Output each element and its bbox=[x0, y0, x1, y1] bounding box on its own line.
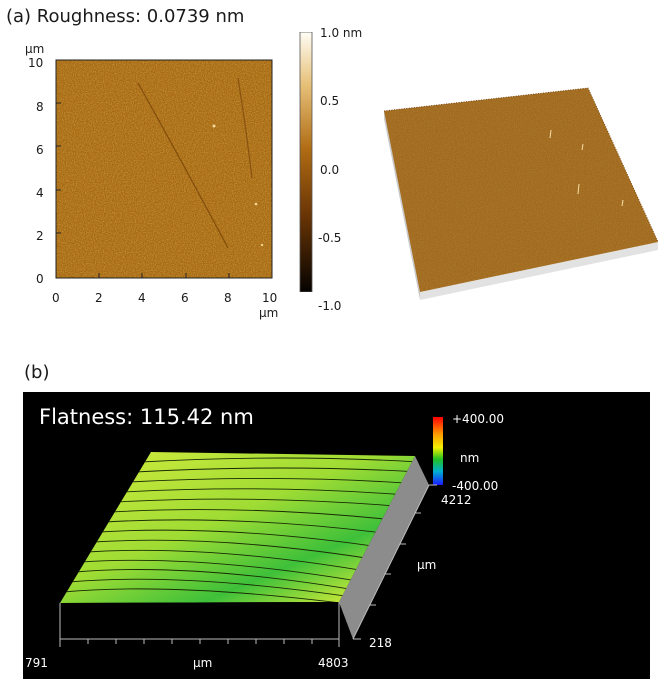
surface-contours bbox=[62, 457, 415, 603]
afm-3d-spikes bbox=[549, 129, 624, 207]
afm-x-tick: 8 bbox=[224, 291, 232, 305]
panel-a-label: (a) Roughness: 0.0739 nm bbox=[6, 6, 245, 27]
flatness-plot: Flatness: 115.42 nm +400.00 nm -400.00 bbox=[23, 392, 650, 679]
afm-scratch bbox=[137, 82, 229, 249]
afm-ticks bbox=[55, 59, 273, 279]
scale-unit-label: nm bbox=[460, 451, 480, 465]
afm-y-tick: 0 bbox=[36, 272, 44, 286]
afm-height-map bbox=[55, 59, 273, 279]
panel-b-label: (b) bbox=[24, 362, 50, 383]
afm-3d-view bbox=[383, 87, 659, 300]
bottom-axis-unit-label: µm bbox=[193, 656, 213, 670]
afm-y-tick: 10 bbox=[28, 56, 44, 70]
afm-frame bbox=[55, 59, 273, 279]
afm-colorbar bbox=[299, 32, 313, 292]
afm-y-tick: 8 bbox=[36, 100, 44, 114]
right-axis-top-label: 4212 bbox=[441, 493, 472, 507]
afm-x-tick: 2 bbox=[95, 291, 103, 305]
flatness-surface bbox=[59, 452, 437, 647]
afm-3d-base-side bbox=[384, 111, 420, 300]
right-axis-unit-label: µm bbox=[417, 558, 437, 572]
afm-x-tick: 0 bbox=[52, 291, 60, 305]
afm-x-tick: 6 bbox=[181, 291, 189, 305]
afm-particle bbox=[254, 202, 258, 206]
colorbar-tick: 0.5 bbox=[320, 94, 340, 108]
colorbar-tick: -0.5 bbox=[318, 231, 342, 245]
afm-scratch bbox=[237, 77, 253, 179]
bottom-axis-right-label: 4803 bbox=[318, 656, 349, 670]
bottom-axis-left-label: 791 bbox=[25, 656, 48, 670]
afm-y-tick: 6 bbox=[36, 143, 44, 157]
scale-top-label: +400.00 bbox=[452, 412, 505, 426]
afm-y-unit: µm bbox=[25, 42, 45, 56]
afm-x-tick: 4 bbox=[138, 291, 146, 305]
surface-side-wall bbox=[339, 456, 429, 639]
colorbar-tick: -1.0 bbox=[318, 299, 342, 313]
afm-x-unit: µm bbox=[259, 306, 279, 320]
scale-bottom-label: -400.00 bbox=[452, 479, 499, 493]
right-axis bbox=[352, 484, 437, 640]
afm-y-tick: 4 bbox=[36, 186, 44, 200]
bottom-axis bbox=[59, 638, 340, 647]
right-axis-bottom-label: 218 bbox=[369, 636, 392, 650]
afm-y-tick: 2 bbox=[36, 229, 44, 243]
flatness-title: Flatness: 115.42 nm bbox=[39, 405, 254, 429]
afm-particle bbox=[212, 124, 216, 128]
afm-particle bbox=[260, 243, 264, 247]
colorbar-tick: 0.0 bbox=[320, 163, 340, 177]
afm-3d-base bbox=[420, 242, 658, 300]
colorbar-tick: 1.0 nm bbox=[320, 26, 363, 40]
flatness-colorbar bbox=[433, 417, 443, 485]
afm-x-tick: 10 bbox=[262, 291, 278, 305]
